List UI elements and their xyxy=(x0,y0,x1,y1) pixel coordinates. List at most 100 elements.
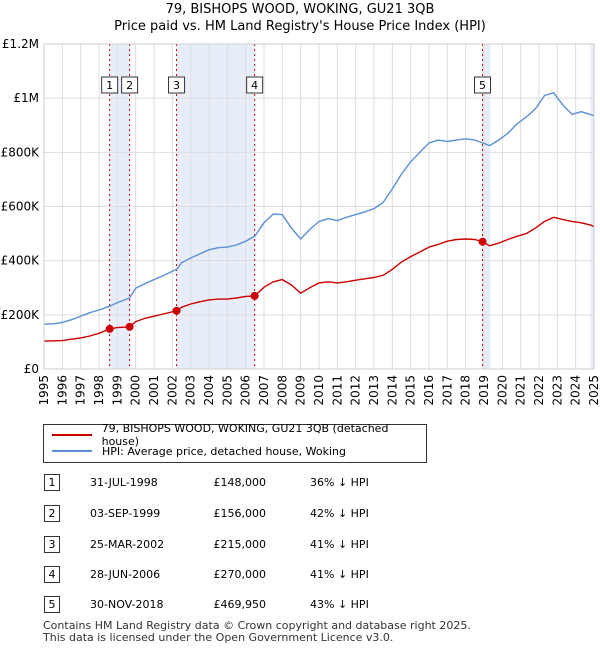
x-tick-label: 2001 xyxy=(147,375,161,406)
x-tick-label: 2005 xyxy=(220,375,234,406)
table-row: 5 30-NOV-2018 £469,950 43% ↓ HPI xyxy=(0,596,600,614)
x-tick-label: 2004 xyxy=(202,375,216,406)
x-tick-label: 1997 xyxy=(74,375,88,406)
x-tick-label: 2012 xyxy=(349,375,363,406)
sale-date: 30-NOV-2018 xyxy=(90,598,164,611)
x-tick-label: 2010 xyxy=(312,375,326,406)
x-tick-label: 2022 xyxy=(532,375,546,406)
sale-point xyxy=(250,291,259,300)
x-tick-label: 2016 xyxy=(422,375,436,406)
sale-number-badge: 5 xyxy=(44,596,60,613)
sale-label-number: 5 xyxy=(479,79,486,92)
sale-date: 25-MAR-2002 xyxy=(90,538,165,551)
x-tick-label: 1999 xyxy=(110,375,124,406)
sale-label-number: 4 xyxy=(251,79,258,92)
x-tick-label: 1995 xyxy=(37,375,51,406)
table-row: 3 25-MAR-2002 £215,000 41% ↓ HPI xyxy=(0,536,600,554)
y-tick-label: £200K xyxy=(1,308,41,322)
sale-label-box xyxy=(246,76,264,94)
table-row: 4 28-JUN-2006 £270,000 41% ↓ HPI xyxy=(0,566,600,584)
x-tick-label: 2011 xyxy=(330,375,344,406)
x-tick-label: 2008 xyxy=(275,375,289,406)
legend-item-hpi: HPI: Average price, detached house, Woki… xyxy=(52,443,346,459)
sale-markers xyxy=(105,237,487,333)
x-tick-label: 2009 xyxy=(294,375,308,406)
sale-number-badge: 3 xyxy=(44,536,60,553)
x-tick-label: 2003 xyxy=(184,375,198,406)
chart-grid xyxy=(43,43,595,370)
sale-label-box xyxy=(121,76,139,94)
chart-subtitle: Price paid vs. HM Land Registry's House … xyxy=(114,19,486,34)
sale-price: £156,000 xyxy=(213,507,267,520)
sale-hpi-diff: 36% ↓ HPI xyxy=(310,476,369,489)
footer-line-licence: This data is licensed under the Open Gov… xyxy=(43,631,394,644)
table-row: 1 31-JUL-1998 £148,000 36% ↓ HPI xyxy=(0,474,600,492)
x-tick-label: 2015 xyxy=(404,375,418,406)
chart-series xyxy=(43,92,595,342)
x-tick-label: 2021 xyxy=(514,375,528,406)
sale-label-box xyxy=(474,76,492,94)
sale-label-box xyxy=(101,76,119,94)
sale-label-number: 2 xyxy=(126,79,133,92)
sale-date: 28-JUN-2006 xyxy=(90,568,161,581)
x-tick-label: 2007 xyxy=(257,375,271,406)
sale-label-box xyxy=(168,76,186,94)
x-tick-label: 1996 xyxy=(55,375,69,406)
chart-legend: 79, BISHOPS WOOD, WOKING, GU21 3QB (deta… xyxy=(43,422,427,463)
y-tick-label: £1.2M xyxy=(2,37,39,51)
legend-label-price: 79, BISHOPS WOOD, WOKING, GU21 3QB (deta… xyxy=(101,422,389,448)
x-tick-label: 2024 xyxy=(569,375,583,406)
sale-price: £469,950 xyxy=(213,598,267,611)
x-tick-label: 2014 xyxy=(385,375,399,406)
sale-point xyxy=(105,324,114,333)
sale-price: £270,000 xyxy=(213,568,267,581)
legend-swatch-hpi xyxy=(52,450,92,452)
sale-number-badge: 4 xyxy=(44,566,60,583)
sale-marker-lines xyxy=(109,44,484,369)
y-tick-label: £400K xyxy=(1,254,41,268)
x-tick-label: 2002 xyxy=(165,375,179,406)
sale-point xyxy=(125,322,134,331)
x-tick-label: 2017 xyxy=(440,375,454,406)
y-tick-label: £600K xyxy=(1,200,41,214)
sale-label-number: 1 xyxy=(106,79,113,92)
sale-point xyxy=(172,306,181,315)
legend-label-hpi: HPI: Average price, detached house, Woki… xyxy=(102,444,346,458)
sale-hpi-diff: 41% ↓ HPI xyxy=(310,538,369,551)
price-paid-line xyxy=(43,216,595,342)
x-tick-label: 2013 xyxy=(367,375,381,406)
legend-item-price: 79, BISHOPS WOOD, WOKING, GU21 3QB (deta… xyxy=(52,422,426,448)
legend-swatch-price xyxy=(52,434,92,436)
sale-number-badge: 2 xyxy=(44,505,60,522)
hpi-line xyxy=(43,92,595,325)
y-tick-label: £800K xyxy=(1,145,41,159)
sale-price: £215,000 xyxy=(213,538,267,551)
x-tick-label: 2020 xyxy=(495,375,509,406)
y-tick-label: £1M xyxy=(13,91,39,105)
plot-frame xyxy=(43,43,595,370)
x-tick-label: 1998 xyxy=(92,375,106,406)
x-tick-label: 2023 xyxy=(550,375,564,406)
sale-point xyxy=(478,237,487,246)
sale-date: 03-SEP-1999 xyxy=(90,507,161,520)
y-tick-label: £0 xyxy=(24,362,39,376)
chart-title: 79, BISHOPS WOOD, WOKING, GU21 3QB xyxy=(165,2,435,17)
footer-line-copyright: Contains HM Land Registry data © Crown c… xyxy=(43,619,471,632)
sale-number-badge: 1 xyxy=(44,474,60,491)
sale-price: £148,000 xyxy=(213,476,267,489)
sale-label-number: 3 xyxy=(173,79,180,92)
x-tick-label: 2019 xyxy=(477,375,491,406)
sale-hpi-diff: 42% ↓ HPI xyxy=(310,507,369,520)
x-tick-label: 2000 xyxy=(129,375,143,406)
x-tick-label: 2025 xyxy=(587,375,600,406)
sale-date: 31-JUL-1998 xyxy=(90,476,158,489)
x-tick-label: 2018 xyxy=(459,375,473,406)
chart-axes: £0 £200K £400K £600K £800K £1M £1.2M 1995 1996 19… xyxy=(1,37,600,406)
x-tick-label: 2006 xyxy=(239,375,253,406)
sale-hpi-diff: 41% ↓ HPI xyxy=(310,568,369,581)
footer-attribution: Contains HM Land Registry data © Crown c… xyxy=(43,620,471,644)
table-row: 2 03-SEP-1999 £156,000 42% ↓ HPI xyxy=(0,505,600,523)
sale-hpi-diff: 43% ↓ HPI xyxy=(310,598,369,611)
